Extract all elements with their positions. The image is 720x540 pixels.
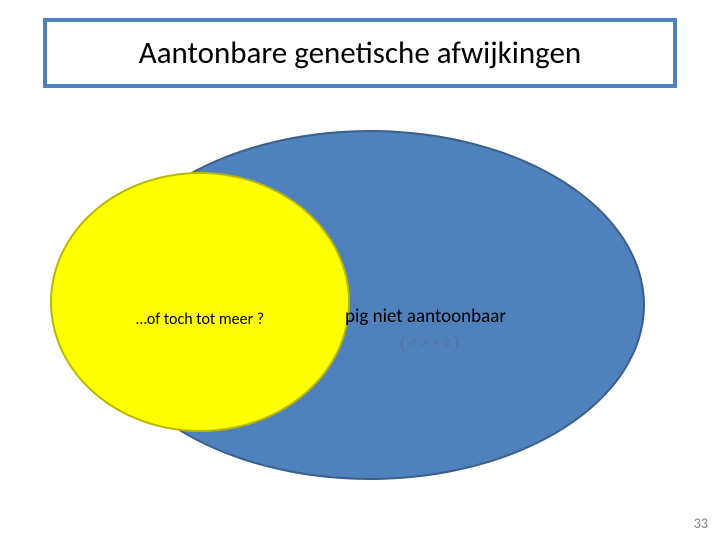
- blue-ellipse-label: pig niet aantoonbaar: [345, 305, 506, 328]
- venn-small-ellipse: [50, 172, 350, 432]
- blue-ellipse-sublabel: (♂>>♀): [400, 332, 459, 353]
- page-number: 33: [694, 515, 708, 532]
- slide-title: Aantonbare genetische afwijkingen: [139, 34, 581, 72]
- yellow-ellipse-label: …of toch tot meer ?: [95, 310, 305, 329]
- title-box: Aantonbare genetische afwijkingen: [43, 18, 677, 88]
